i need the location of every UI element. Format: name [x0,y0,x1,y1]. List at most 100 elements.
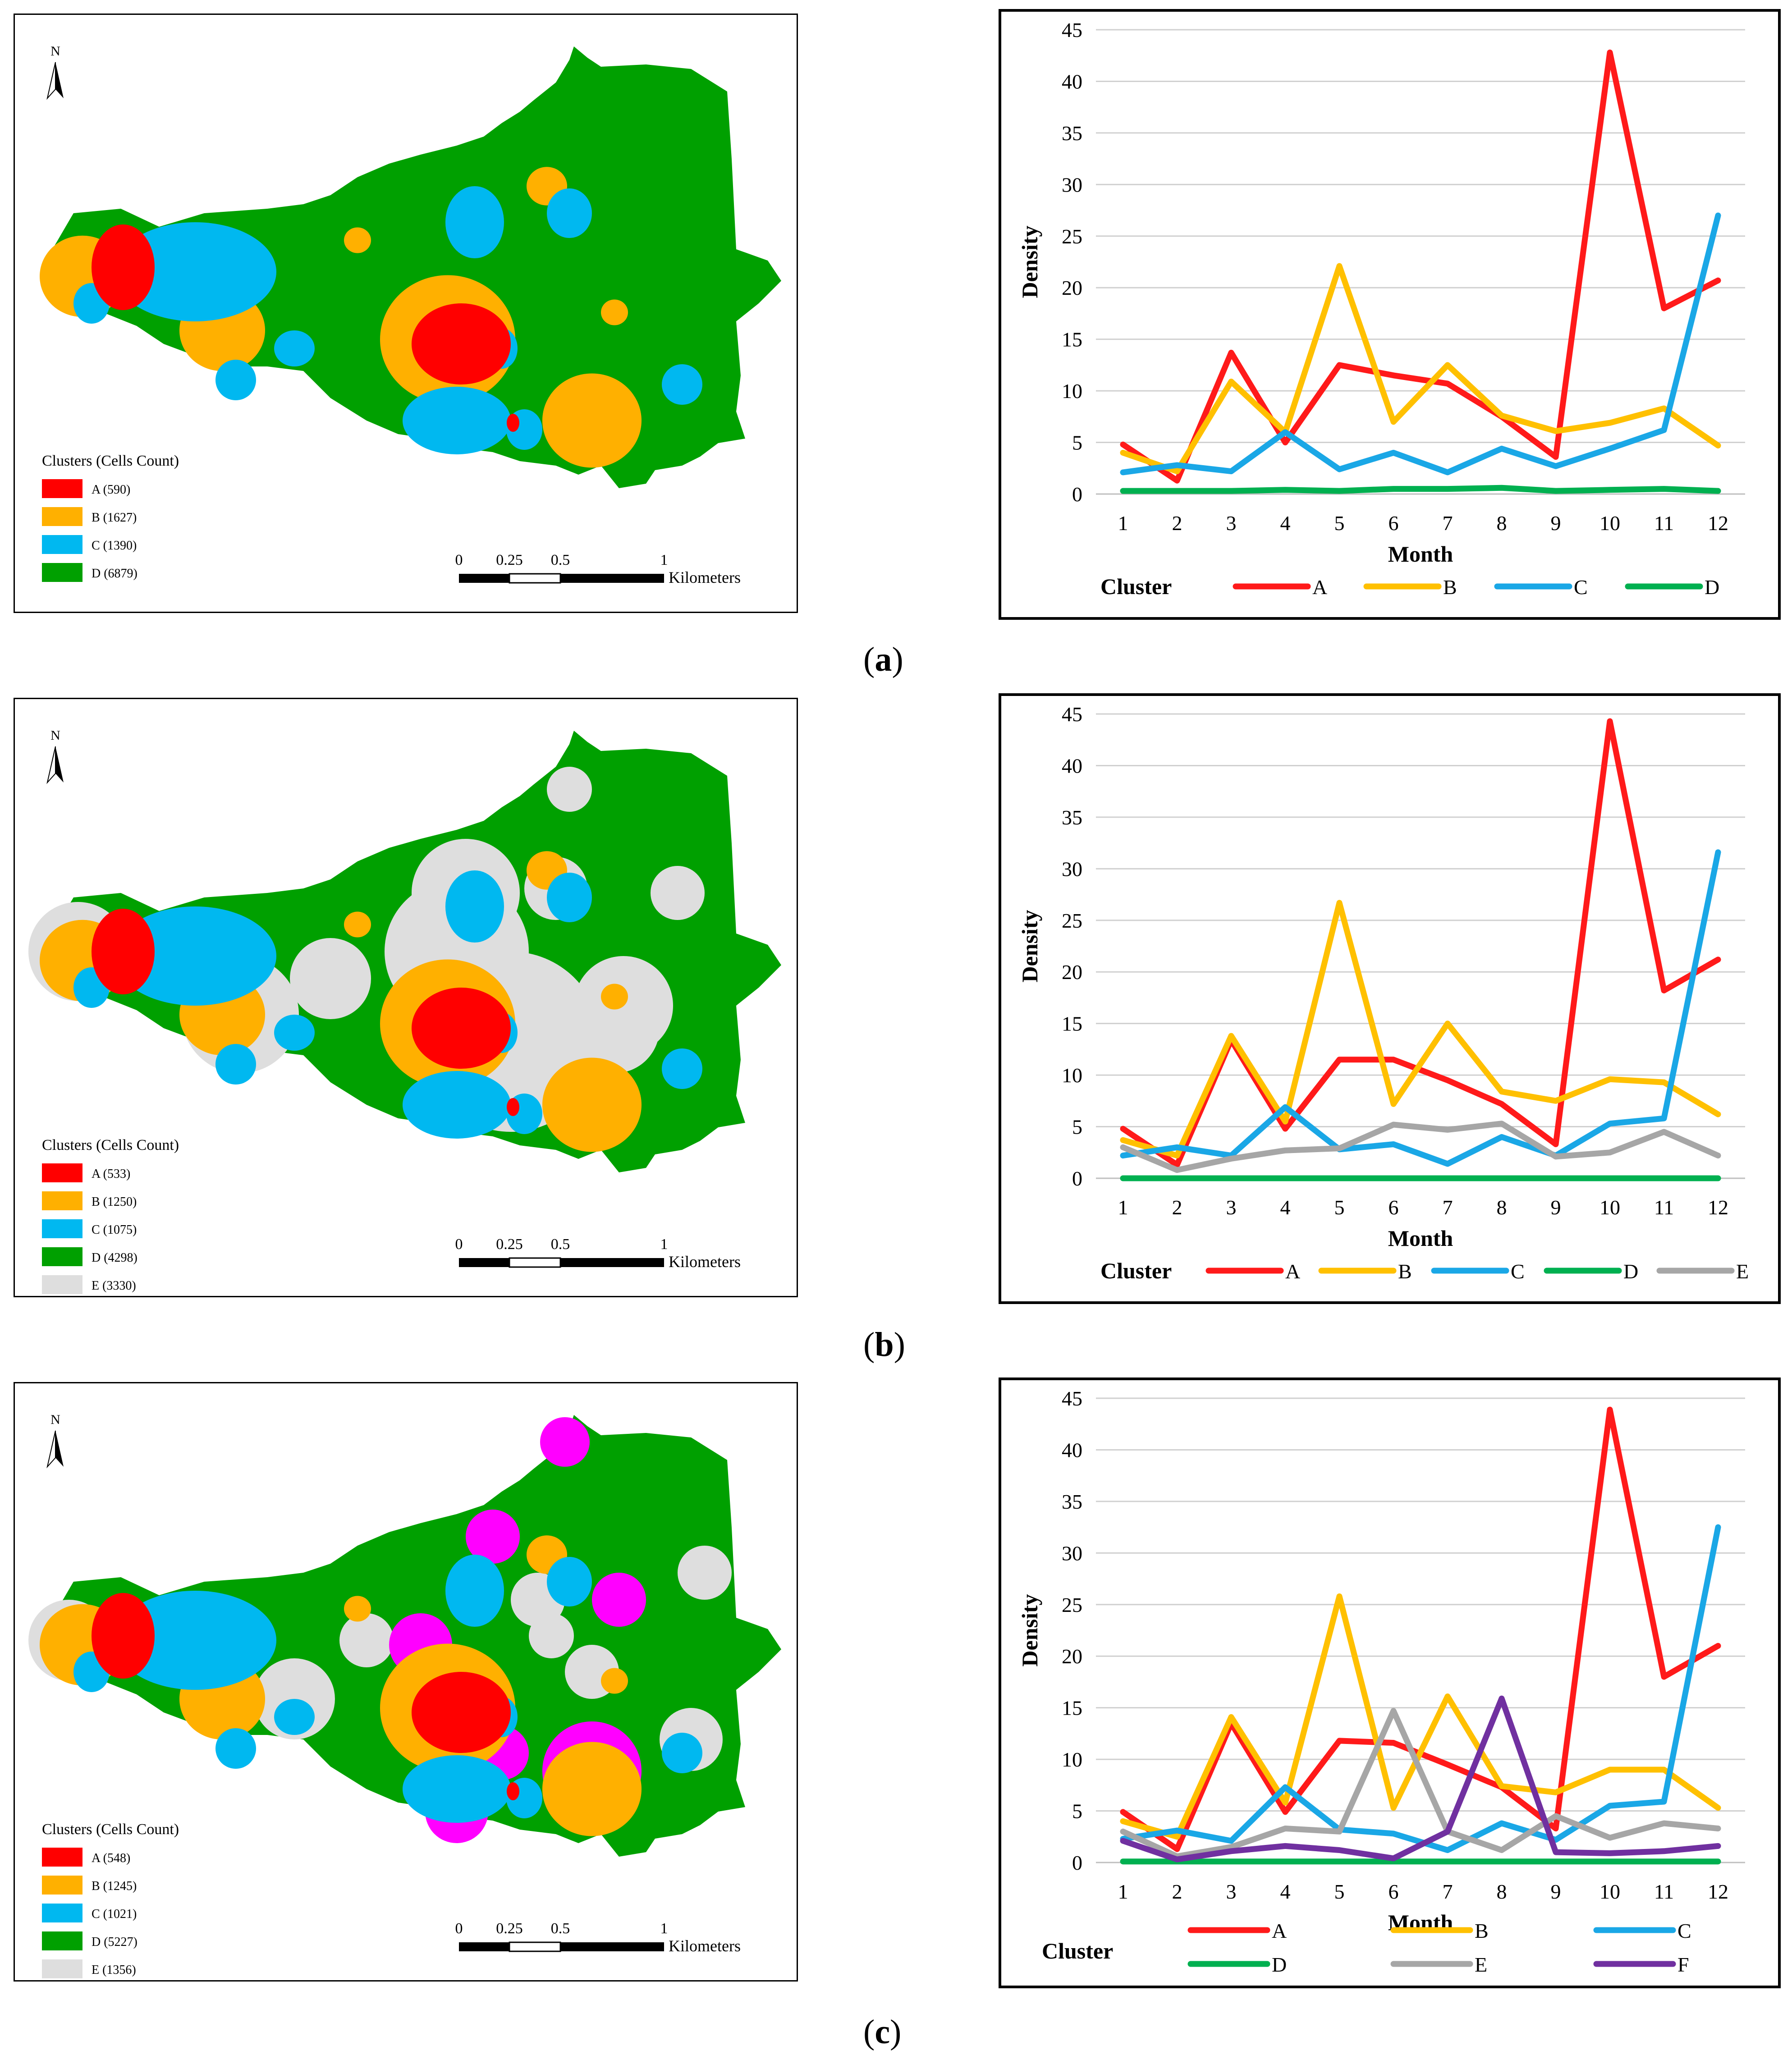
scale-seg-2 [509,1941,561,1952]
y-axis-title: Density [1017,910,1042,982]
scale-seg-3 [560,574,664,583]
x-tick-label: 8 [1497,1196,1507,1219]
cluster-c-area [662,364,702,405]
y-axis-title: Density [1017,225,1042,298]
x-tick-label: 10 [1600,512,1620,535]
north-arrow-left [46,1430,56,1469]
x-tick-label: 6 [1389,512,1399,535]
series-line-b [1120,263,1721,475]
y-tick-label: 10 [1062,1748,1082,1771]
legend-label-d: D [1272,1953,1287,1976]
cluster-b-area [344,227,371,253]
cluster-a-area [92,224,155,310]
cluster-c-area [114,222,276,321]
legend-label-c: C [1511,1260,1525,1283]
x-tick-label: 12 [1708,1880,1728,1903]
scale-tick: 0.5 [551,1920,570,1937]
north-arrow-right [55,62,64,98]
x-tick-label: 10 [1600,1880,1620,1903]
y-tick-label: 20 [1062,1645,1082,1668]
y-tick-label: 30 [1062,1542,1082,1565]
x-tick-label: 4 [1280,512,1291,535]
y-tick-label: 45 [1062,703,1082,726]
x-tick-label: 4 [1280,1880,1291,1903]
y-tick-label: 5 [1072,1800,1082,1823]
series-line-a [1120,49,1721,484]
legend-swatch-c [42,1219,82,1238]
legend-swatch-e [42,1959,82,1978]
legend-swatch-d [42,1931,82,1950]
legend-swatch-e [42,1275,82,1294]
legend-label-d: D (5227) [92,1935,137,1949]
y-tick-label: 40 [1062,754,1082,777]
x-tick-label: 1 [1118,1196,1128,1219]
legend-label-b: B (1245) [92,1879,137,1893]
legend-label-b: B [1398,1260,1412,1283]
north-label: N [50,1412,60,1427]
legend-label-b: B (1250) [92,1195,137,1209]
cluster-f-area [540,1417,590,1467]
x-tick-label: 10 [1600,1196,1620,1219]
cluster-c-area [274,1699,315,1735]
series-line-e [1120,1708,1721,1859]
cluster-f-area [592,1573,646,1627]
legend-title: Clusters (Cells Count) [42,1137,179,1153]
x-ticks: 1 2 3 4 5 6 7 8 9 10 11 12 [1118,1196,1729,1219]
legend-label-e: E [1736,1260,1749,1283]
cluster-c-area [403,387,511,454]
x-tick-label: 8 [1497,1880,1507,1903]
cluster-e-area [290,938,371,1019]
cluster-map-a: N Clusters (Cells Count) A (590) B (1627) C … [40,44,781,586]
north-label: N [50,44,60,59]
y-tick-label: 10 [1062,1064,1082,1087]
legend-label-a: A (590) [92,483,130,497]
cluster-a-area [412,1672,511,1753]
y-tick-label: 35 [1062,806,1082,829]
x-tick-label: 9 [1551,512,1561,535]
x-tick-label: 11 [1654,512,1674,535]
cluster-e-area [547,767,592,812]
panel-label-b: (b) [863,1326,905,1364]
legend-label-f: F [1677,1953,1689,1976]
chart-legend: Cluster A B C D [1100,574,1719,599]
x-tick-label: 5 [1334,1880,1345,1903]
y-tick-label: 0 [1072,1851,1082,1874]
series-line-a [1120,1406,1721,1852]
legend-label-e: E (1356) [92,1963,136,1977]
x-tick-label: 2 [1172,1196,1182,1219]
cluster-map-b: N Clusters (Cells Count) A (533) B (1250) C … [28,728,781,1294]
panel-letter-c: c [875,2013,890,2051]
x-tick-label: 12 [1708,512,1728,535]
y-tick-label: 45 [1062,1387,1082,1410]
legend-title: Cluster [1100,574,1172,599]
scale-seg-3 [560,1942,664,1951]
y-tick-label: 35 [1062,122,1082,145]
north-arrow-left [46,62,56,100]
chart-panel-c: 0 5 10 15 20 25 30 35 40 45 1 2 3 4 5 6 7 8 9 10 11 12 Month De… [999,1378,1781,1988]
scale-unit: Kilometers [669,1937,741,1955]
y-gridlines: 0 5 10 15 20 25 30 35 40 45 [1062,703,1745,1190]
legend-swatch-c [42,535,82,554]
legend-label-a: A (533) [92,1167,130,1181]
cluster-e-area [339,1613,394,1667]
legend-swatch-b [42,1876,82,1895]
legend-label-d: D [1623,1260,1638,1283]
cluster-a-area [412,303,511,384]
island-map [40,46,781,488]
cluster-c-area [215,360,256,400]
scale-seg-1 [459,574,509,583]
y-tick-label: 25 [1062,909,1082,932]
y-tick-label: 0 [1072,483,1082,506]
x-tick-label: 1 [1118,512,1128,535]
legend-title: Clusters (Cells Count) [42,453,179,469]
x-tick-label: 2 [1172,1880,1182,1903]
cluster-c-area [445,1555,504,1627]
cluster-b-area [542,373,642,468]
legend-swatch-a [42,1163,82,1182]
series-line-c [1120,1524,1721,1853]
cluster-c-area [215,1044,256,1085]
